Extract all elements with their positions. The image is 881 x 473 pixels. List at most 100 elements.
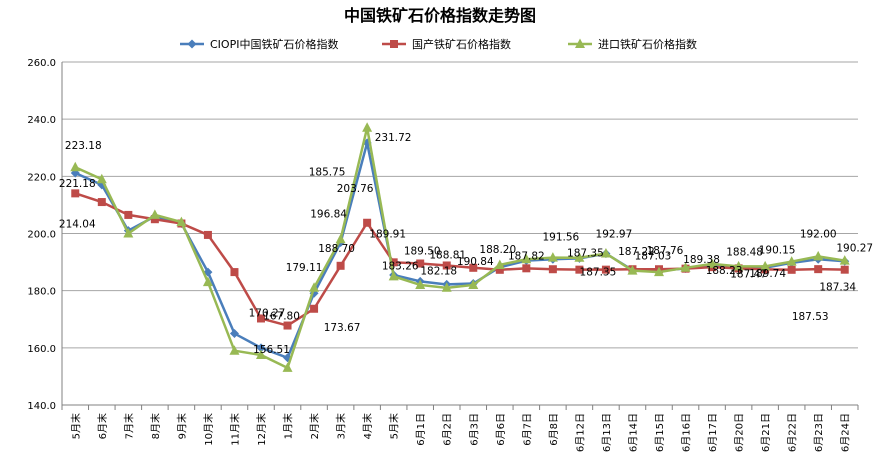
data-label: 173.67 — [324, 322, 361, 334]
data-point — [203, 230, 212, 239]
data-point — [70, 161, 81, 172]
data-label: 185.75 — [309, 167, 346, 179]
x-tick-label: 6月14日 — [627, 413, 639, 452]
data-label: 188.23 — [706, 265, 743, 277]
data-label: 187.47 — [730, 268, 767, 280]
data-label: 196.84 — [310, 209, 347, 221]
data-point — [257, 314, 265, 323]
y-axis-ticks: 140.0 160.0 180.0 200.0 220.0 240.0 260.0 — [27, 58, 56, 412]
data-point — [415, 279, 426, 289]
x-tick-label: 9月末 — [175, 413, 188, 439]
x-tick-label: 6月7日 — [521, 413, 533, 446]
data-point — [627, 265, 638, 275]
data-point — [495, 265, 504, 274]
data-label: 187.34 — [819, 282, 856, 294]
data-point — [521, 253, 532, 264]
legend-marker — [390, 40, 398, 48]
legend-label: 国产铁矿石价格指数 — [412, 37, 511, 51]
data-point — [123, 228, 134, 238]
data-point — [124, 210, 133, 219]
data-point — [229, 329, 239, 339]
y-tick-label: 160.0 — [27, 344, 56, 355]
x-tick-label: 6月22日 — [787, 413, 799, 452]
data-point — [149, 209, 160, 219]
x-tick-label: 6月24日 — [840, 413, 852, 452]
data-label: 170.27 — [249, 307, 286, 319]
data-label: 156.51 — [253, 344, 290, 356]
x-tick-label: 6月17日 — [707, 413, 719, 452]
x-tick-label: 10月末 — [202, 413, 215, 446]
x-tick-label: 8月末 — [149, 413, 162, 439]
data-point — [787, 265, 796, 274]
legend-label: 进口铁矿石价格指数 — [598, 37, 697, 51]
data-point — [202, 276, 213, 287]
x-tick-label: 6月6日 — [495, 413, 507, 446]
legend-entry: 进口铁矿石价格指数 — [568, 37, 697, 51]
x-tick-label: 6月8日 — [548, 413, 560, 446]
x-tick-label: 3月末 — [335, 413, 348, 439]
data-point — [469, 263, 478, 272]
data-point — [283, 321, 292, 330]
data-point — [468, 279, 479, 289]
x-tick-label: 6月末 — [96, 413, 109, 439]
data-point — [574, 252, 585, 262]
data-point — [575, 265, 584, 274]
data-point — [601, 265, 610, 274]
data-point — [442, 261, 451, 270]
x-tick-label: 12月末 — [255, 413, 268, 446]
data-point — [97, 198, 106, 207]
data-label: 179.11 — [286, 262, 323, 274]
data-point — [814, 265, 823, 274]
data-label: 189.50 — [404, 246, 441, 258]
data-label: 188.81 — [429, 249, 466, 261]
series-3 — [70, 122, 850, 372]
data-point — [335, 233, 346, 244]
data-point — [547, 252, 558, 262]
grid-lines — [62, 61, 858, 349]
data-point — [336, 261, 345, 270]
data-point — [388, 270, 399, 281]
data-point — [310, 304, 319, 313]
x-tick-label: 6月12日 — [574, 413, 586, 452]
data-label: 188.48 — [726, 246, 763, 258]
series-group — [70, 122, 850, 372]
data-point — [494, 259, 505, 269]
x-tick-label: 6月23日 — [813, 413, 825, 452]
y-tick-label: 240.0 — [27, 115, 56, 126]
x-tick-label: 6月13日 — [601, 413, 613, 452]
x-axis-ticks: 5月末 6月末 7月末 8月末 9月末 10月末 11月末 12月末 1月末 2月末 3月末 4月末 5… — [61, 405, 859, 452]
data-point — [363, 218, 372, 227]
data-label: 187.76 — [647, 245, 684, 257]
data-label: 188.20 — [479, 244, 516, 256]
data-point — [362, 122, 373, 132]
legend-marker — [187, 39, 197, 49]
y-tick-label: 200.0 — [27, 230, 56, 241]
data-label: 190.84 — [457, 256, 494, 268]
legend: CIOPI中国铁矿石价格指数 国产铁矿石价格指数 进口铁矿石价格指数 — [180, 37, 697, 51]
data-point — [230, 268, 239, 277]
data-point — [813, 250, 824, 261]
x-tick-label: 6月20日 — [734, 413, 746, 452]
data-point — [548, 265, 557, 274]
data-point — [150, 215, 159, 224]
x-tick-label: 11月末 — [228, 413, 241, 446]
data-point — [256, 343, 266, 353]
data-label: 190.27 — [836, 242, 873, 254]
data-label: 187.22 — [618, 246, 655, 258]
data-point — [229, 345, 240, 355]
x-tick-label: 4月末 — [361, 413, 374, 439]
data-label: 192.97 — [596, 229, 633, 241]
series-line — [74, 127, 845, 370]
x-tick-label: 7月末 — [122, 413, 135, 439]
data-label: 231.72 — [375, 132, 412, 144]
data-label: 223.18 — [65, 140, 102, 152]
data-label: 189.74 — [749, 268, 786, 280]
data-label: 183.26 — [382, 260, 419, 272]
data-label: 167.80 — [263, 311, 300, 323]
x-tick-label: 5月末 — [69, 413, 82, 439]
data-label: 182.18 — [420, 265, 457, 277]
data-label: 191.56 — [542, 232, 579, 244]
